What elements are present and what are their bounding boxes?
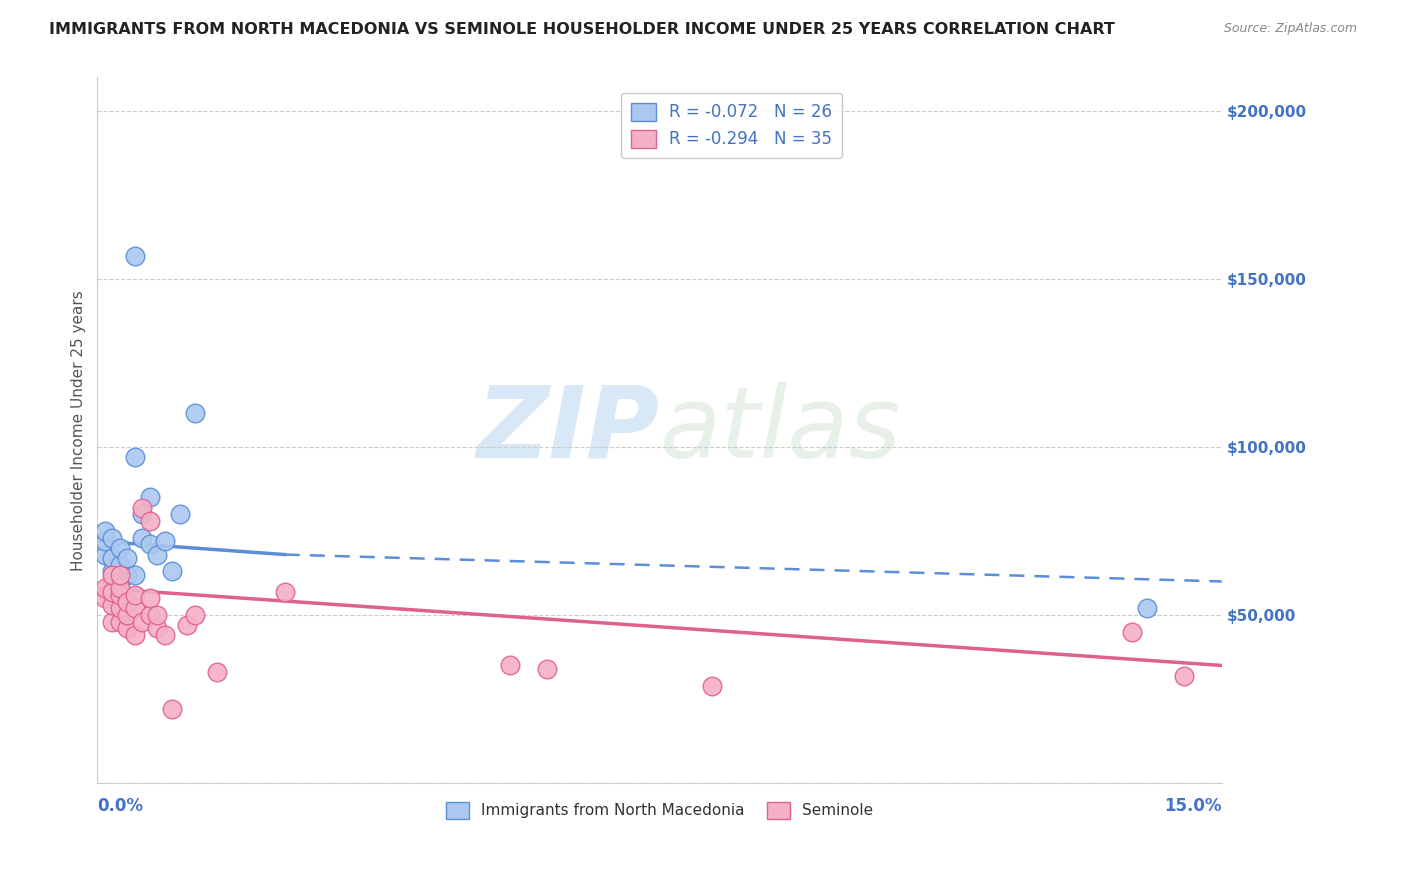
Point	[153, 628, 176, 642]
Point	[146, 608, 169, 623]
Text: ZIP: ZIP	[477, 382, 659, 479]
Point	[117, 608, 139, 623]
Point	[139, 608, 162, 623]
Point	[1136, 601, 1159, 615]
Point	[207, 665, 229, 680]
Point	[1173, 668, 1195, 682]
Point	[124, 450, 146, 464]
Point	[498, 658, 520, 673]
Point	[124, 248, 146, 262]
Point	[101, 615, 124, 629]
Point	[146, 548, 169, 562]
Point	[94, 548, 117, 562]
Point	[139, 591, 162, 606]
Point	[131, 500, 153, 515]
Point	[101, 584, 124, 599]
Text: 15.0%: 15.0%	[1164, 797, 1222, 815]
Point	[124, 588, 146, 602]
Point	[536, 662, 558, 676]
Point	[124, 567, 146, 582]
Text: atlas: atlas	[659, 382, 901, 479]
Point	[184, 406, 207, 420]
Point	[108, 581, 131, 595]
Legend: Immigrants from North Macedonia, Seminole: Immigrants from North Macedonia, Seminol…	[440, 796, 880, 825]
Point	[153, 534, 176, 549]
Point	[101, 565, 124, 579]
Point	[124, 601, 146, 615]
Point	[108, 588, 131, 602]
Point	[274, 584, 297, 599]
Point	[108, 601, 131, 615]
Point	[101, 598, 124, 612]
Point	[117, 550, 139, 565]
Point	[146, 622, 169, 636]
Point	[1121, 624, 1143, 639]
Point	[131, 508, 153, 522]
Point	[94, 534, 117, 549]
Point	[94, 524, 117, 538]
Point	[117, 622, 139, 636]
Point	[139, 491, 162, 505]
Point	[101, 567, 124, 582]
Y-axis label: Householder Income Under 25 years: Householder Income Under 25 years	[72, 290, 86, 571]
Point	[131, 615, 153, 629]
Text: Source: ZipAtlas.com: Source: ZipAtlas.com	[1223, 22, 1357, 36]
Point	[117, 594, 139, 608]
Text: 0.0%: 0.0%	[97, 797, 143, 815]
Point	[101, 531, 124, 545]
Point	[139, 537, 162, 551]
Point	[131, 531, 153, 545]
Point	[108, 558, 131, 572]
Point	[117, 567, 139, 582]
Point	[184, 608, 207, 623]
Point	[94, 581, 117, 595]
Point	[94, 591, 117, 606]
Point	[169, 508, 191, 522]
Point	[108, 615, 131, 629]
Point	[700, 679, 723, 693]
Point	[108, 571, 131, 585]
Point	[108, 541, 131, 555]
Point	[139, 514, 162, 528]
Point	[108, 567, 131, 582]
Point	[101, 574, 124, 589]
Point	[108, 581, 131, 595]
Point	[101, 550, 124, 565]
Point	[162, 565, 184, 579]
Point	[162, 702, 184, 716]
Point	[124, 628, 146, 642]
Point	[176, 618, 198, 632]
Text: IMMIGRANTS FROM NORTH MACEDONIA VS SEMINOLE HOUSEHOLDER INCOME UNDER 25 YEARS CO: IMMIGRANTS FROM NORTH MACEDONIA VS SEMIN…	[49, 22, 1115, 37]
